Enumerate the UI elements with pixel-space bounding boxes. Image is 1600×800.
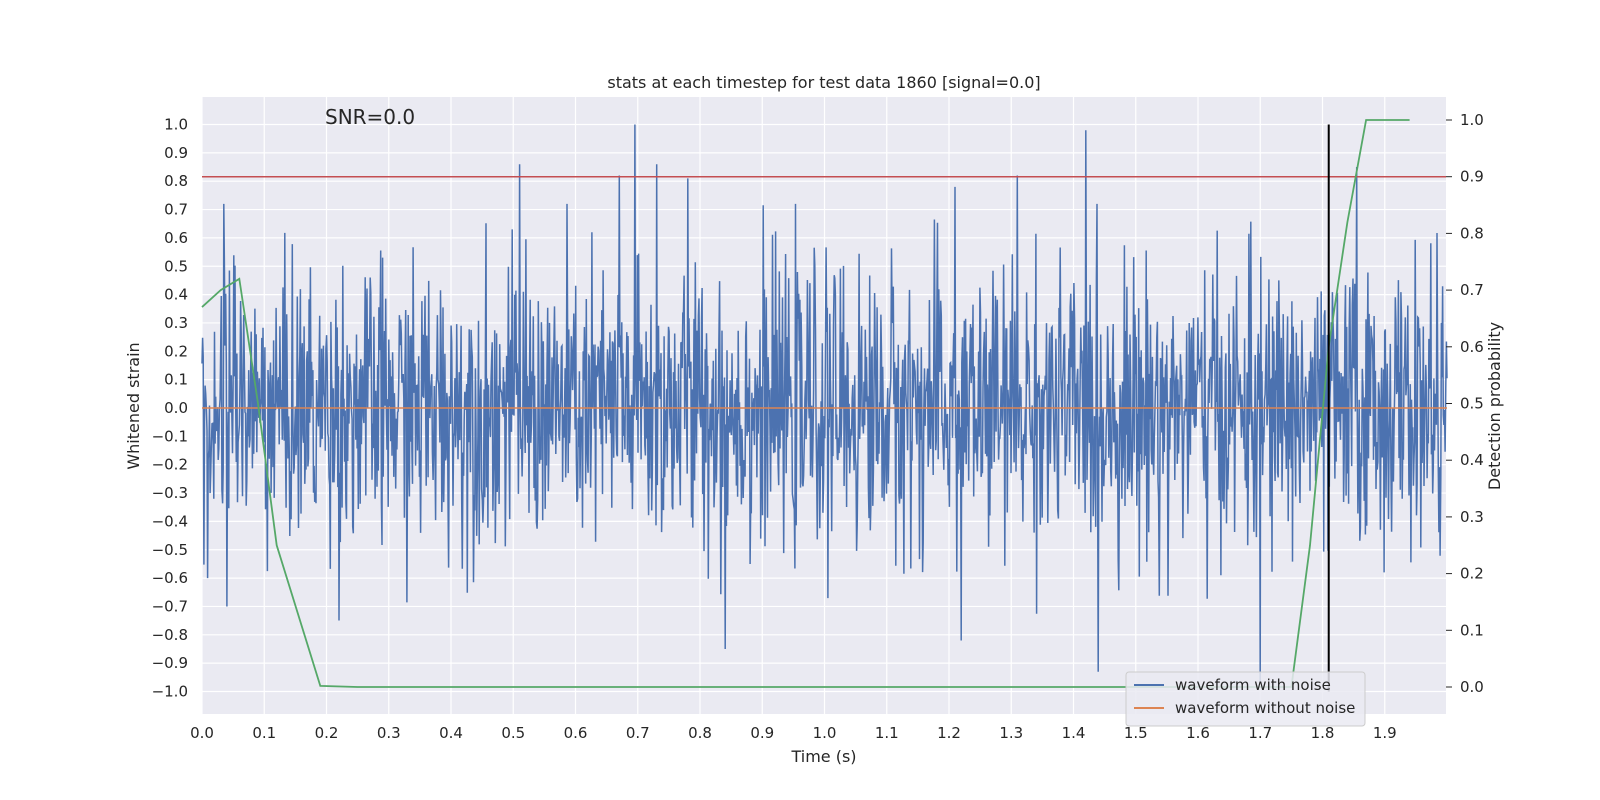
legend-label-noise: waveform with noise bbox=[1175, 676, 1331, 694]
y2-axis-label: Detection probability bbox=[1485, 322, 1504, 490]
y-tick-label: −0.2 bbox=[152, 456, 188, 474]
ticks: 0.0 0.1 0.2 0.3 0.4 0.5 0.6 0.7 0.8 0.9 1.0 1.1 1.2 1… bbox=[152, 111, 1484, 742]
y-tick-label: −0.4 bbox=[152, 512, 188, 530]
x-tick-label: 1.0 bbox=[813, 724, 837, 742]
y-tick-label: 0.8 bbox=[164, 172, 188, 190]
y2-tick-label: 0.5 bbox=[1460, 395, 1484, 413]
y-tick-label: 0.0 bbox=[164, 399, 188, 417]
y2-tick-label: 0.1 bbox=[1460, 621, 1484, 639]
y2-tick-label: 0.0 bbox=[1460, 678, 1484, 696]
x-tick-label: 0.0 bbox=[190, 724, 214, 742]
chart-title: stats at each timestep for test data 186… bbox=[607, 73, 1040, 92]
y-tick-label: 0.2 bbox=[164, 342, 188, 360]
x-tick-label: 1.4 bbox=[1062, 724, 1086, 742]
y-tick-label: 1.0 bbox=[164, 116, 188, 134]
y-tick-label: −0.7 bbox=[152, 597, 188, 615]
y-tick-label: 0.5 bbox=[164, 257, 188, 275]
y2-tick-label: 0.3 bbox=[1460, 508, 1484, 526]
y-tick-label: −0.3 bbox=[152, 484, 188, 502]
x-tick-label: 0.9 bbox=[750, 724, 774, 742]
y-tick-label: 0.9 bbox=[164, 144, 188, 162]
y-tick-label: −0.6 bbox=[152, 569, 188, 587]
x-tick-label: 0.7 bbox=[626, 724, 650, 742]
y-tick-label: 0.3 bbox=[164, 314, 188, 332]
legend: waveform with noise waveform without noi… bbox=[1125, 671, 1366, 727]
x-tick-label: 1.8 bbox=[1311, 724, 1335, 742]
y-tick-label: −0.9 bbox=[152, 654, 188, 672]
y2-tick-label: 0.7 bbox=[1460, 281, 1484, 299]
x-tick-label: 1.7 bbox=[1248, 724, 1272, 742]
x-tick-label: 0.1 bbox=[252, 724, 276, 742]
series-layer bbox=[201, 119, 1448, 692]
x-tick-label: 0.5 bbox=[501, 724, 525, 742]
x-tick-label: 0.8 bbox=[688, 724, 712, 742]
y-axis-label: Whitened strain bbox=[124, 342, 143, 469]
series-waveform-with-noise bbox=[201, 124, 1448, 684]
y-tick-label: 0.6 bbox=[164, 229, 188, 247]
series-detection-probability bbox=[201, 119, 1410, 688]
legend-label-clean: waveform without noise bbox=[1175, 699, 1355, 717]
x-tick-label: 1.5 bbox=[1124, 724, 1148, 742]
x-axis-label: Time (s) bbox=[790, 747, 856, 766]
x-tick-label: 0.2 bbox=[315, 724, 339, 742]
x-tick-label: 1.2 bbox=[937, 724, 961, 742]
y-tick-label: 0.1 bbox=[164, 371, 188, 389]
y-tick-label: −0.8 bbox=[152, 626, 188, 644]
x-tick-label: 1.6 bbox=[1186, 724, 1210, 742]
legend-box bbox=[1125, 671, 1366, 727]
snr-annotation: SNR=0.0 bbox=[325, 105, 415, 129]
y-tick-label: −0.1 bbox=[152, 427, 188, 445]
y-tick-label: 0.4 bbox=[164, 286, 188, 304]
x-tick-label: 1.9 bbox=[1373, 724, 1397, 742]
y2-tick-label: 0.2 bbox=[1460, 565, 1484, 583]
x-tick-label: 0.6 bbox=[564, 724, 588, 742]
x-tick-label: 0.4 bbox=[439, 724, 463, 742]
x-tick-label: 1.1 bbox=[875, 724, 899, 742]
x-tick-label: 1.3 bbox=[999, 724, 1023, 742]
y-tick-label: −1.0 bbox=[152, 683, 188, 701]
y2-tick-label: 1.0 bbox=[1460, 111, 1484, 129]
y2-tick-label: 0.6 bbox=[1460, 338, 1484, 356]
y-tick-label: 0.7 bbox=[164, 201, 188, 219]
y-tick-label: −0.5 bbox=[152, 541, 188, 559]
y2-tick-label: 0.4 bbox=[1460, 451, 1484, 469]
x-tick-label: 0.3 bbox=[377, 724, 401, 742]
y2-tick-label: 0.8 bbox=[1460, 224, 1484, 242]
y2-tick-label: 0.9 bbox=[1460, 168, 1484, 186]
